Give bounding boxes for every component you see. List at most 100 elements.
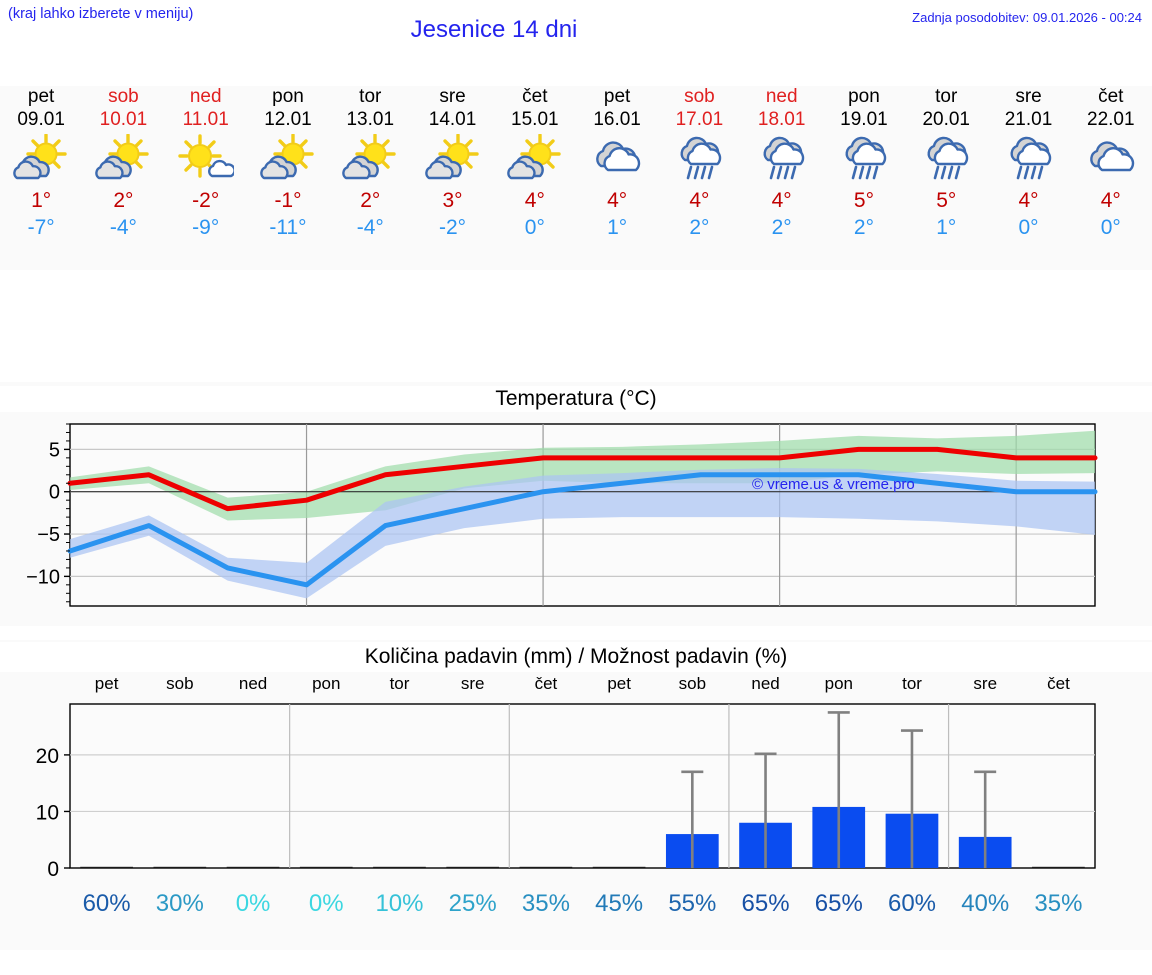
- precipitation-day-label: sre: [973, 674, 998, 693]
- forecast-temp-max: -1°: [274, 189, 302, 212]
- forecast-day-column[interactable]: sre 14.01 3° -2°: [411, 86, 493, 270]
- forecast-day-column[interactable]: tor 13.01 2° -4°: [329, 86, 411, 270]
- precipitation-probability-label: 65%: [814, 890, 863, 917]
- forecast-temp-max: 3°: [442, 189, 463, 212]
- forecast-date: 14.01: [428, 109, 477, 130]
- svg-text:20: 20: [36, 745, 59, 768]
- forecast-day-of-week: sre: [1015, 86, 1042, 107]
- sun-behind-cloud-icon: [95, 133, 151, 183]
- precipitation-day-label: sob: [166, 674, 194, 693]
- cloudy-icon: [1083, 133, 1139, 183]
- precipitation-probability-label: 0%: [235, 890, 271, 917]
- forecast-date: 17.01: [675, 109, 724, 130]
- rain-icon: [1001, 133, 1057, 183]
- precipitation-probability-label: 60%: [887, 890, 937, 917]
- forecast-temp-max: 4°: [689, 189, 710, 212]
- forecast-temp-min: -4°: [356, 216, 384, 239]
- forecast-temp-min: 0°: [524, 216, 545, 239]
- forecast-date: 12.01: [264, 109, 312, 130]
- forecast-day-of-week: pet: [27, 86, 55, 107]
- forecast-date: 11.01: [182, 109, 229, 130]
- sun-behind-cloud-icon: [424, 133, 481, 183]
- rain-icon: [918, 133, 974, 183]
- forecast-day-column[interactable]: sre 21.01 4° 0°: [987, 86, 1069, 270]
- svg-text:−5: −5: [37, 524, 60, 546]
- forecast-temp-max: 5°: [853, 189, 874, 212]
- forecast-temp-min: -2°: [439, 216, 467, 239]
- temperature-chart-section: Temperatura (°C) 5 0 −5 −10 © vreme.us & vre…: [0, 382, 1152, 626]
- forecast-day-column[interactable]: sob 10.01 2° -4°: [82, 86, 164, 270]
- forecast-temp-min: 0°: [1018, 216, 1039, 239]
- forecast-temp-min: 2°: [853, 216, 874, 239]
- precipitation-day-label: tor: [389, 674, 410, 693]
- menu-hint-text: (kraj lahko izberete v meniju): [8, 6, 194, 22]
- forecast-day-of-week: čet: [1098, 86, 1124, 107]
- forecast-temp-min: 2°: [771, 216, 792, 239]
- forecast-day-of-week: pet: [603, 86, 631, 107]
- forecast-day-column[interactable]: tor 20.01 5° 1°: [905, 86, 987, 270]
- precipitation-probability-label: 60%: [82, 890, 131, 917]
- forecast-temp-min: 1°: [936, 216, 957, 239]
- precipitation-probability-label: 10%: [375, 890, 424, 917]
- forecast-date: 09.01: [17, 109, 65, 130]
- precipitation-probability-label: 25%: [448, 890, 497, 917]
- precipitation-day-label: tor: [902, 674, 922, 693]
- forecast-temp-max: 1°: [31, 189, 52, 212]
- last-updated-text: Zadnja posodobitev: 09.01.2026 - 00:24: [912, 10, 1142, 25]
- forecast-temp-min: 0°: [1100, 216, 1121, 239]
- sun-behind-cloud-icon: [507, 133, 563, 183]
- forecast-temp-max: 4°: [607, 189, 628, 212]
- sun-behind-cloud-icon: [260, 133, 316, 183]
- svg-text:0: 0: [49, 482, 60, 504]
- sun-behind-cloud-icon: [342, 133, 398, 183]
- forecast-date: 18.01: [757, 109, 806, 130]
- forecast-date: 19.01: [840, 109, 888, 130]
- forecast-day-of-week: tor: [359, 86, 382, 107]
- svg-text:10: 10: [36, 801, 59, 824]
- forecast-day-of-week: čet: [522, 86, 548, 107]
- forecast-day-column[interactable]: pon 19.01 5° 2°: [823, 86, 905, 270]
- forecast-day-column[interactable]: pet 16.01 4° 1°: [576, 86, 658, 270]
- forecast-day-column[interactable]: pon 12.01 -1° -11°: [247, 86, 329, 270]
- forecast-temp-min: 1°: [607, 216, 628, 239]
- precipitation-probability-label: 40%: [961, 890, 1010, 917]
- forecast-temp-max: 2°: [360, 189, 381, 212]
- forecast-date: 20.01: [922, 109, 970, 130]
- precipitation-day-labels: pet sob ned pon tor sre čet pet sob ned pon tor sre č…: [0, 674, 1152, 700]
- rain-icon: [836, 133, 892, 183]
- rain-icon: [754, 133, 810, 183]
- forecast-date: 15.01: [511, 109, 559, 130]
- forecast-day-of-week: ned: [765, 86, 798, 107]
- precipitation-day-label: ned: [751, 674, 780, 693]
- forecast-day-of-week: tor: [935, 86, 958, 107]
- sun-behind-cloud-icon: [13, 133, 69, 183]
- forecast-day-of-week: sob: [684, 86, 715, 107]
- temperature-plot: 5 0 −5 −10 © vreme.us & vreme.pro: [0, 414, 1152, 626]
- precipitation-day-label: čet: [1047, 674, 1070, 693]
- forecast-temp-min: -4°: [109, 216, 137, 239]
- forecast-date: 21.01: [1004, 109, 1053, 130]
- forecast-day-column[interactable]: čet 15.01 4° 0°: [494, 86, 576, 270]
- precipitation-day-label: pon: [312, 674, 341, 693]
- precipitation-day-label: sob: [678, 674, 707, 693]
- forecast-date: 10.01: [99, 109, 148, 130]
- page-header: (kraj lahko izberete v meniju) Jesenice …: [0, 0, 1152, 56]
- forecast-day-column[interactable]: ned 18.01 4° 2°: [741, 86, 823, 270]
- forecast-day-of-week: sre: [439, 86, 466, 107]
- forecast-day-column[interactable]: ned 11.01 -2° -9°: [165, 86, 247, 270]
- forecast-day-column[interactable]: pet 09.01 1° -7°: [0, 86, 82, 270]
- svg-text:5: 5: [49, 439, 60, 461]
- forecast-day-column[interactable]: čet 22.01 4° 0°: [1070, 86, 1152, 270]
- precipitation-probability-row: 60% 30% 0% 0% 10% 25% 35% 45% 55% 65% 65% 60% 40% 35%: [0, 890, 1152, 930]
- forecast-temp-max: 4°: [771, 189, 792, 212]
- precipitation-chart-section: Količina padavin (mm) / Možnost padavin …: [0, 640, 1152, 950]
- forecast-date: 16.01: [593, 109, 641, 130]
- forecast-day-column[interactable]: sob 17.01 4° 2°: [658, 86, 740, 270]
- daily-forecast-strip: pet 09.01 1° -7° sob 10.01 2° -4° ned 11.01 -2° -9°…: [0, 86, 1152, 270]
- forecast-temp-max: 4°: [1100, 189, 1121, 212]
- svg-text:−10: −10: [26, 566, 60, 588]
- forecast-date: 22.01: [1087, 109, 1135, 130]
- cloudy-icon: [589, 133, 645, 183]
- precipitation-day-label: pon: [824, 674, 853, 693]
- forecast-temp-max: 2°: [113, 189, 134, 212]
